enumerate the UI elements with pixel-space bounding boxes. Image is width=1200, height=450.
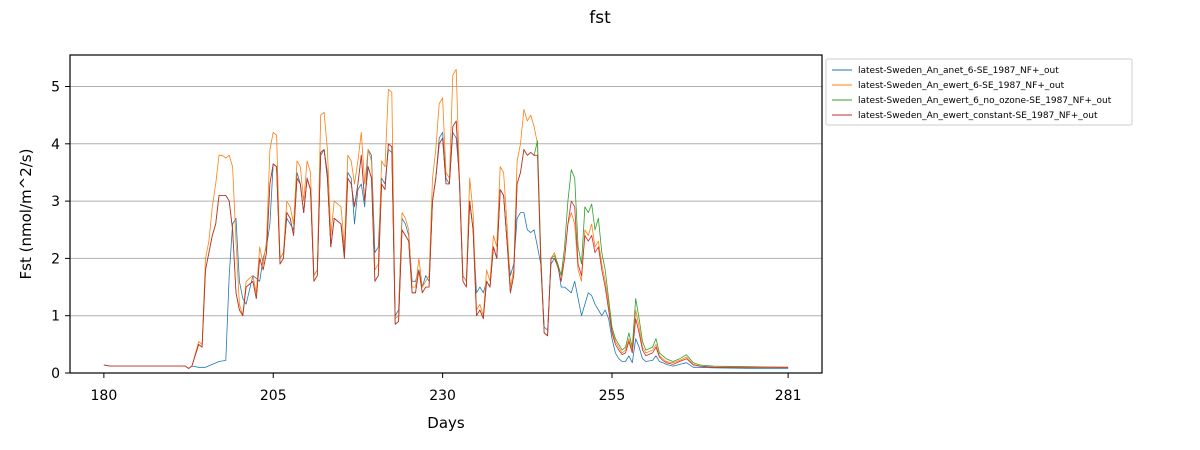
y-tick-label: 3 <box>51 194 60 210</box>
axis-ticks: 0 1 2 3 4 5 180 205 230 255 281 <box>51 80 801 404</box>
series-line-2 <box>103 68 789 369</box>
chart-title: fst <box>589 8 611 28</box>
legend-label: latest-Sweden_An_ewert_6_no_ozone-SE_198… <box>858 96 1112 106</box>
x-tick-label: 255 <box>599 388 626 404</box>
legend-label: latest-Sweden_An_anet_6-SE_1987_NF+_out <box>858 66 1059 76</box>
legend-label: latest-Sweden_An_ewert_constant-SE_1987_… <box>858 111 1098 121</box>
plot-area-frame <box>69 54 823 374</box>
x-axis-title: Days <box>427 414 465 432</box>
series-line-3 <box>103 120 789 369</box>
legend-label: latest-Sweden_An_ewert_6-SE_1987_NF+_out <box>858 81 1065 91</box>
series-line-4 <box>103 120 789 369</box>
y-tick-label: 4 <box>51 137 60 153</box>
x-tick-label: 205 <box>260 388 287 404</box>
gridlines <box>70 86 822 374</box>
y-tick-label: 2 <box>51 251 60 267</box>
legend: latest-Sweden_An_anet_6-SE_1987_NF+_outl… <box>825 58 1133 126</box>
x-tick-label: 230 <box>429 388 456 404</box>
y-axis-title: Fst (nmol/m^2/s) <box>17 149 35 280</box>
y-tick-label: 5 <box>51 80 60 96</box>
series-lines <box>103 68 789 369</box>
x-tick-label: 281 <box>775 388 802 404</box>
x-tick-label: 180 <box>91 388 118 404</box>
y-tick-label: 1 <box>51 309 60 325</box>
y-tick-label: 0 <box>51 366 60 382</box>
legend-frame <box>825 58 1133 126</box>
